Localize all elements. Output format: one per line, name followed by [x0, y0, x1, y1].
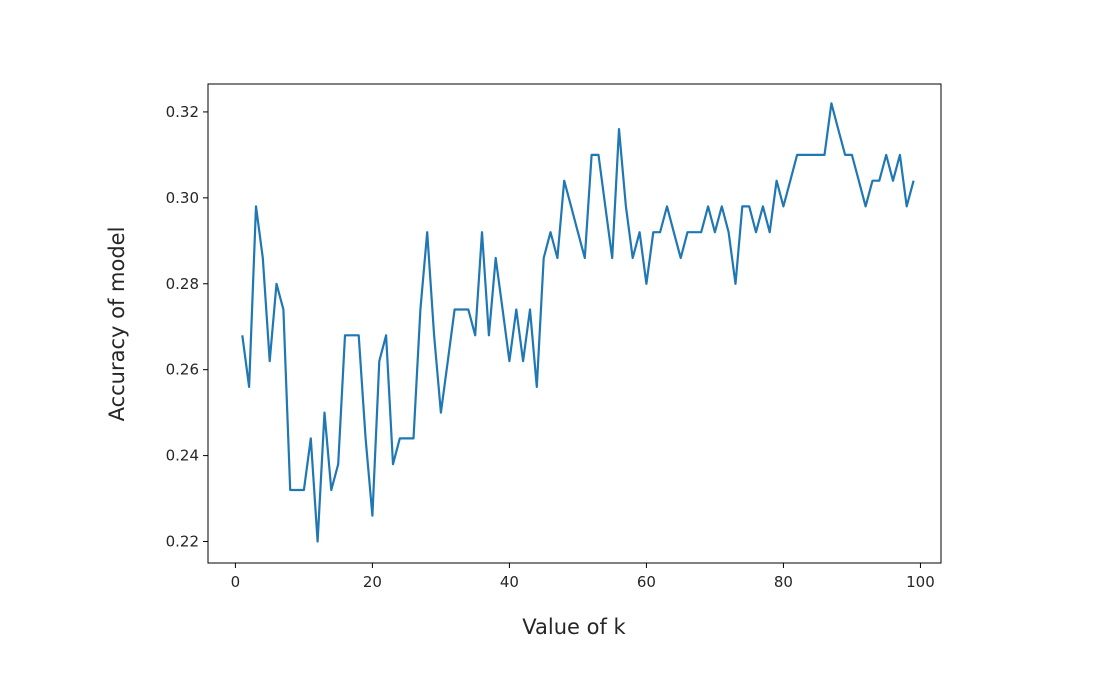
y-tick-label: 0.22	[166, 533, 199, 551]
x-tick-label: 80	[774, 573, 793, 591]
y-tick-label: 0.24	[166, 447, 199, 465]
y-tick-label: 0.26	[166, 361, 199, 379]
x-axis-label: Value of k	[522, 615, 626, 639]
y-tick-label: 0.30	[166, 189, 199, 207]
x-tick-label: 60	[637, 573, 656, 591]
x-tick-label: 100	[906, 573, 935, 591]
x-tick-label: 40	[500, 573, 519, 591]
x-tick-label: 0	[231, 573, 241, 591]
y-tick-label: 0.32	[166, 103, 199, 121]
y-tick-label: 0.28	[166, 275, 199, 293]
x-tick-label: 20	[363, 573, 382, 591]
y-axis-label: Accuracy of model	[105, 227, 129, 422]
plot-area	[207, 83, 942, 564]
series-line	[241, 102, 915, 543]
